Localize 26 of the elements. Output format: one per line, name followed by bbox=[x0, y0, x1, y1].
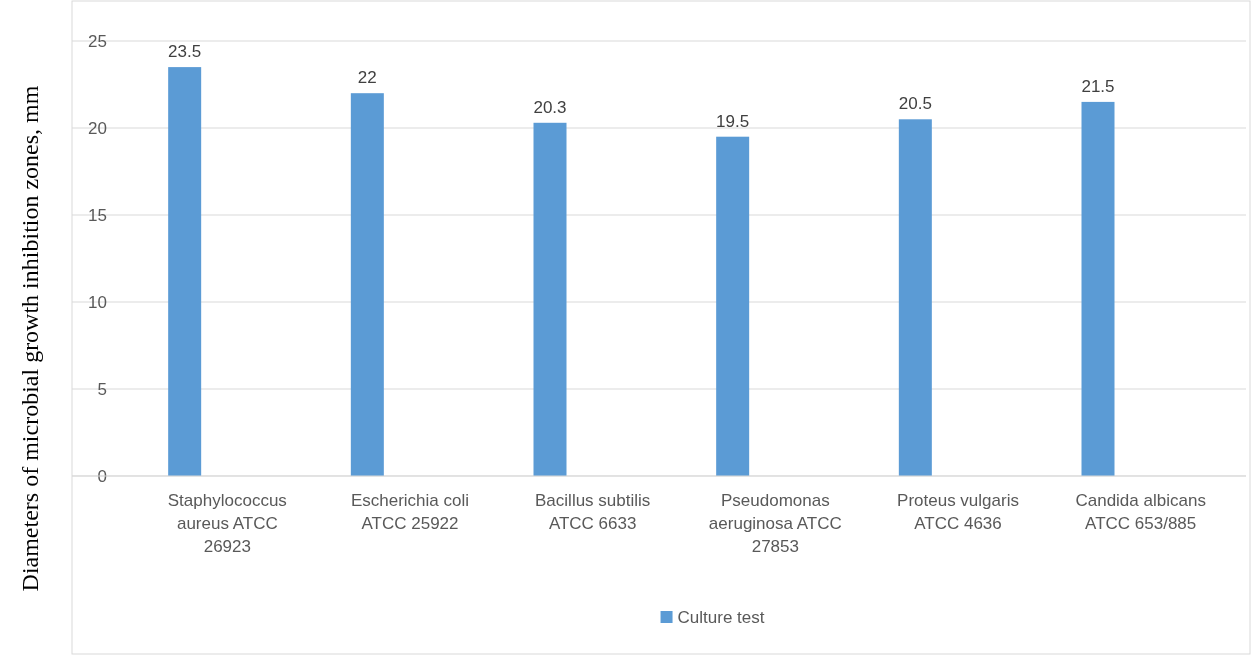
y-tick-label: 5 bbox=[97, 380, 107, 399]
data-label: 22 bbox=[357, 68, 377, 88]
x-tick-label: Staphylococcus aureus ATCC 26923 bbox=[167, 491, 287, 556]
y-tick-label: 10 bbox=[88, 293, 107, 312]
bar bbox=[898, 119, 932, 476]
data-label: 21.5 bbox=[1081, 76, 1115, 96]
y-tick-label: 15 bbox=[88, 206, 107, 225]
bar bbox=[1081, 101, 1115, 476]
x-tick-label: Pseudomonas aeruginosa ATCC 27853 bbox=[708, 491, 842, 556]
x-tick-label: Bacillus subtilis ATCC 6633 bbox=[535, 491, 651, 533]
y-tick-label: 20 bbox=[88, 119, 107, 138]
y-tick-label: 25 bbox=[88, 32, 107, 51]
legend-label: Culture test bbox=[677, 608, 765, 627]
data-label: 23.5 bbox=[168, 42, 202, 62]
bar bbox=[168, 67, 202, 476]
bar bbox=[533, 122, 567, 476]
x-tick-label: Candida albicans ATCC 653/885 bbox=[1075, 491, 1206, 533]
y-axis-title: Diameters of microbial growth inhibition zones, mm bbox=[17, 85, 43, 592]
bar bbox=[350, 93, 384, 476]
y-tick-label: 0 bbox=[97, 467, 107, 486]
data-label: 19.5 bbox=[716, 111, 750, 131]
data-label: 20.3 bbox=[533, 97, 567, 117]
x-tick-label: Escherichia coli ATCC 25922 bbox=[350, 491, 470, 533]
bar bbox=[716, 136, 750, 476]
data-label: 20.5 bbox=[898, 94, 932, 114]
x-tick-label: Proteus vulgaris ATCC 4636 bbox=[897, 491, 1019, 533]
